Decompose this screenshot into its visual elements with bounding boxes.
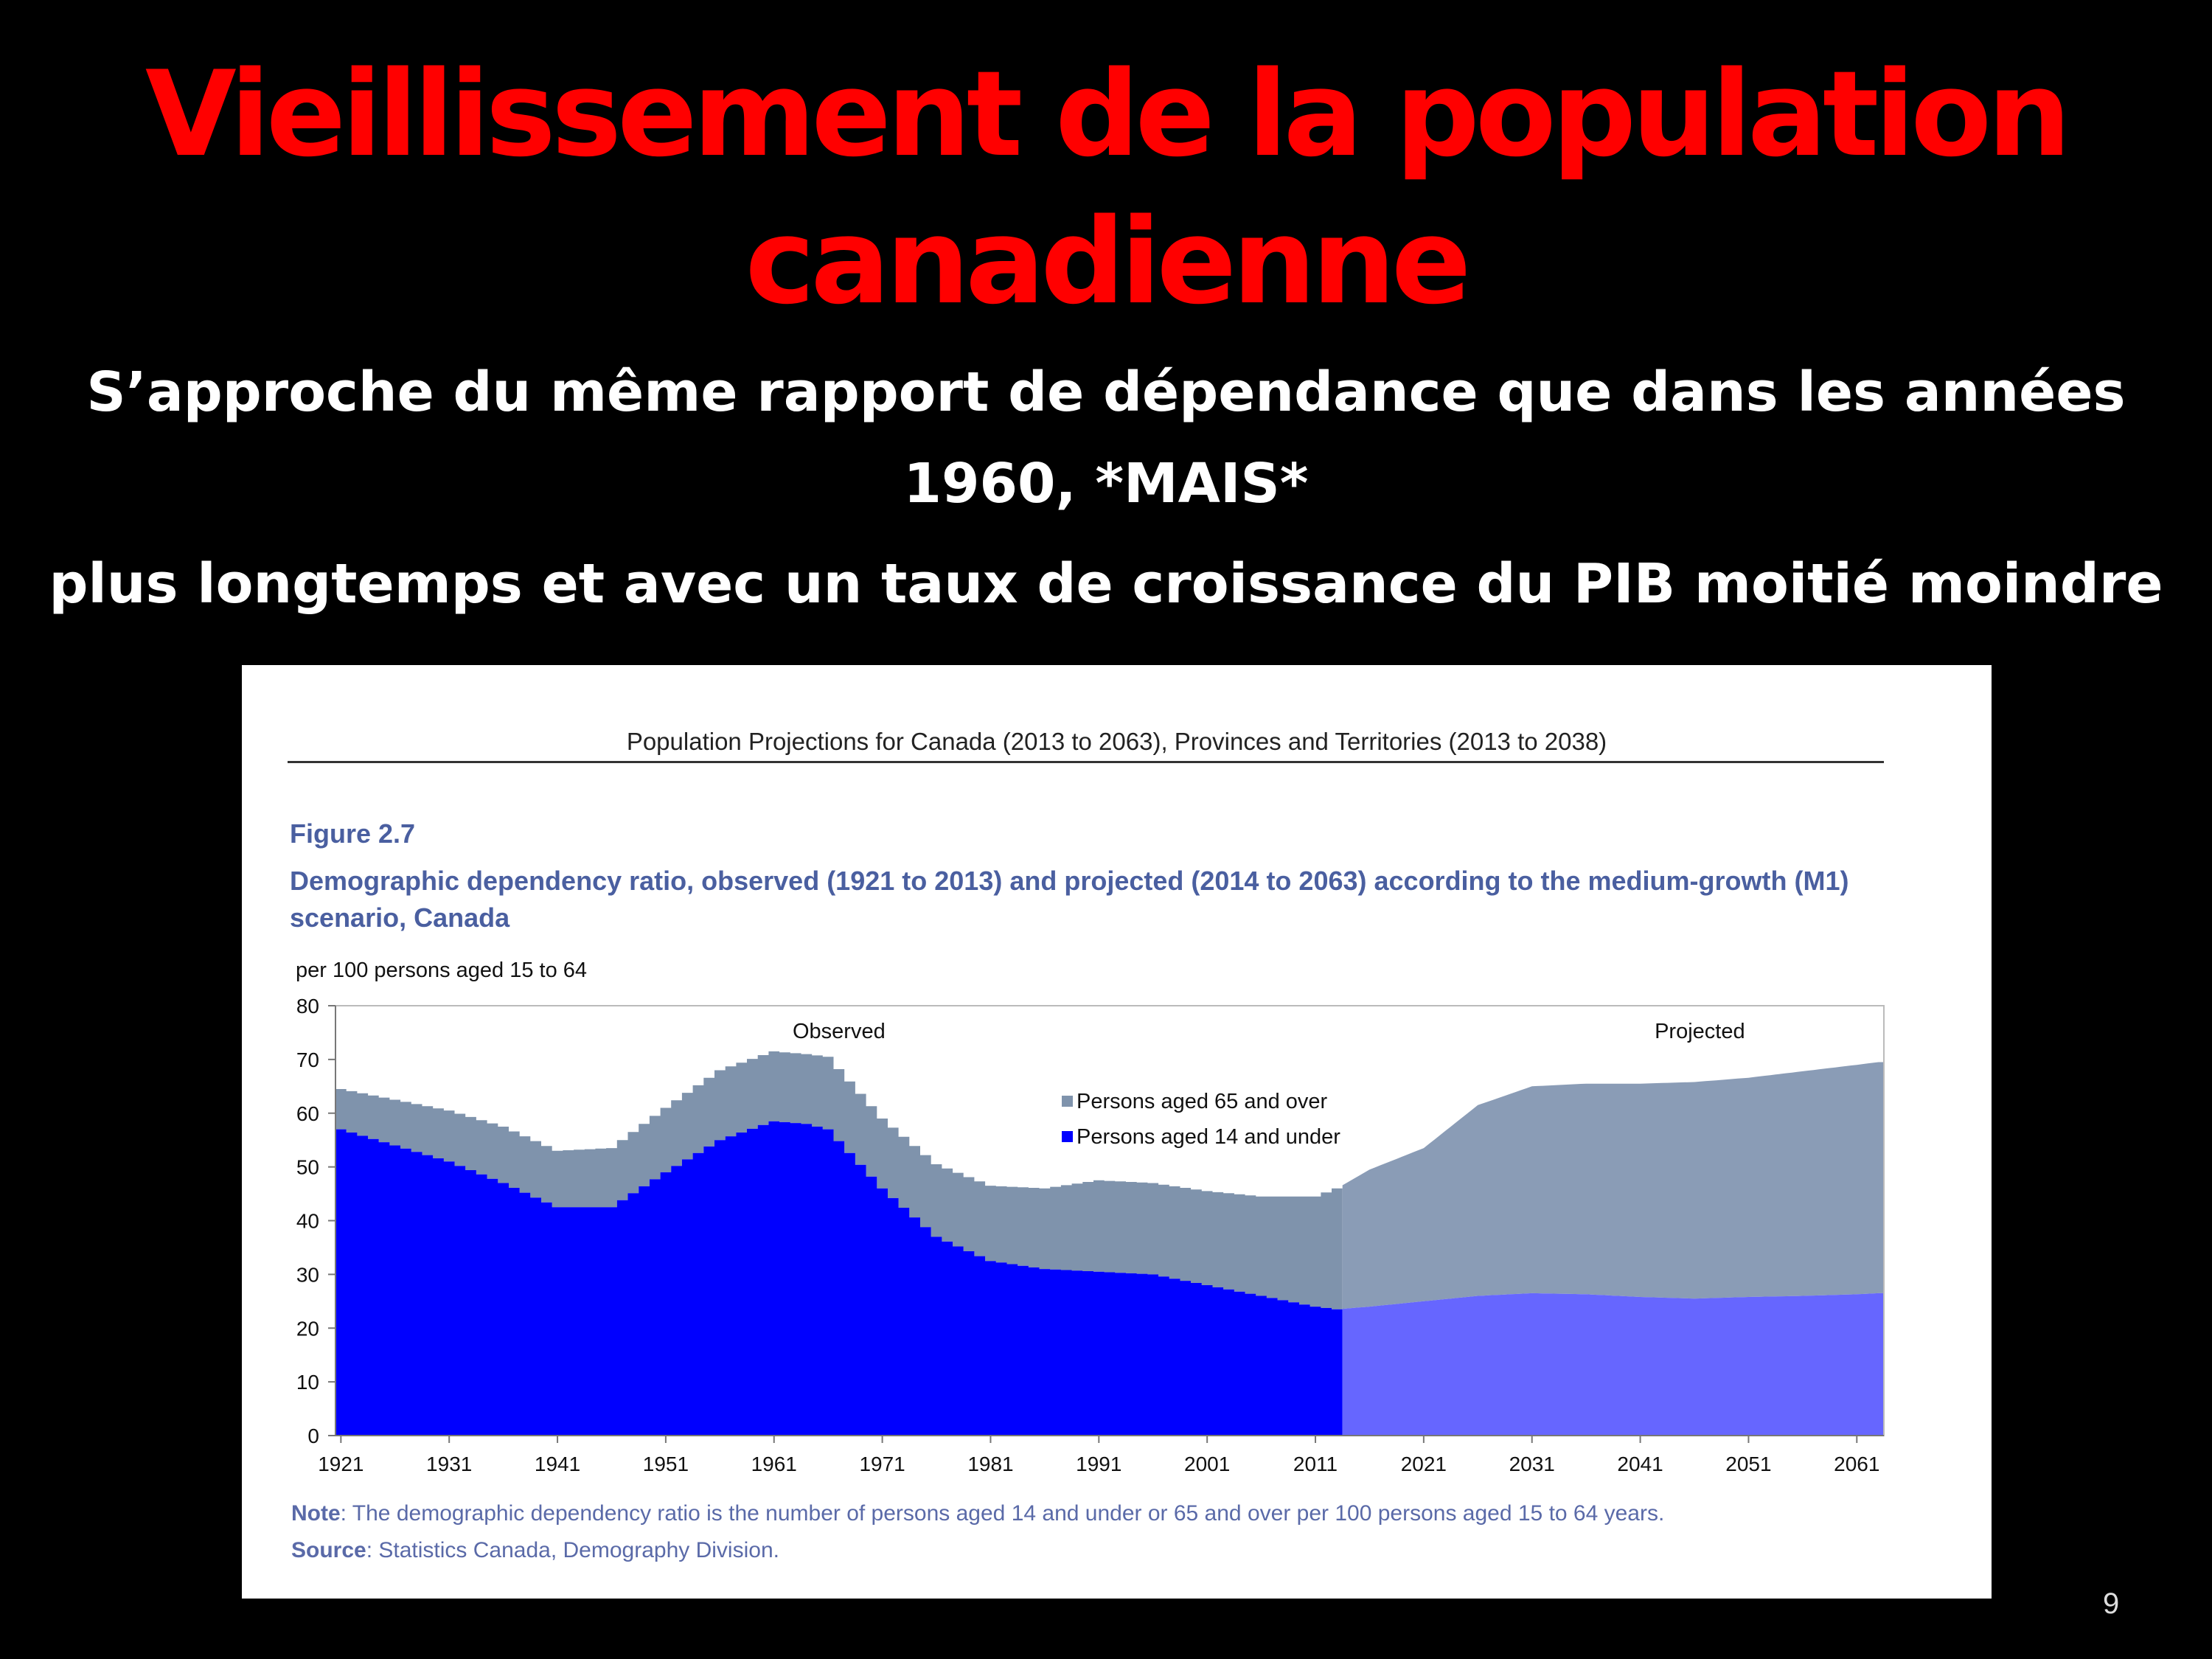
y-axis-unit: per 100 persons aged 15 to 64 <box>296 959 588 982</box>
observed-label: Observed <box>793 1020 886 1043</box>
chart-source: Source: Statistics Canada, Demography Di… <box>291 1538 779 1563</box>
x-tick-label: 1961 <box>751 1453 797 1475</box>
source-header: Population Projections for Canada (2013 … <box>626 728 1607 755</box>
area-14-and-under-projected <box>1342 1293 1884 1436</box>
note-label: Note <box>291 1501 341 1526</box>
legend-swatch <box>1062 1131 1073 1142</box>
header-divider <box>288 761 1884 763</box>
chart-note: Note: The demographic dependency ratio i… <box>291 1501 1664 1526</box>
x-tick-label: 2041 <box>1617 1453 1663 1475</box>
source-label: Source <box>291 1538 366 1562</box>
y-tick-label: 10 <box>296 1371 319 1394</box>
area-65-and-over-projected <box>1342 1062 1884 1310</box>
legend: Persons aged 65 and over Persons aged 14 … <box>1062 1090 1340 1149</box>
x-tick-label: 2011 <box>1293 1453 1338 1475</box>
dependency-ratio-chart: 0 10 20 30 40 50 60 70 80 1921 1931 1941 1951 1961 197… <box>296 995 1885 1475</box>
legend-label: Persons aged 14 and under <box>1077 1125 1340 1149</box>
y-tick-label: 40 <box>296 1210 319 1233</box>
x-tick-label: 1951 <box>643 1453 689 1475</box>
x-tick-label: 1931 <box>426 1453 472 1475</box>
y-tick-label: 60 <box>296 1102 319 1125</box>
x-tick-label: 2051 <box>1725 1453 1771 1475</box>
y-tick-label: 70 <box>296 1048 319 1071</box>
figure-title: Demographic dependency ratio, observed (… <box>290 866 1849 933</box>
x-tick-label: 1981 <box>967 1453 1013 1475</box>
y-tick-label: 50 <box>296 1156 319 1179</box>
figure-panel: Population Projections for Canada (2013 … <box>242 665 1992 1599</box>
slide-subtitle-1: S’approche du même rapport de dépendance… <box>86 361 2126 515</box>
legend-swatch <box>1062 1096 1073 1107</box>
page-number: 9 <box>2103 1587 2120 1620</box>
x-tick-label: 2061 <box>1834 1453 1879 1475</box>
note-text: : The demographic dependency ratio is th… <box>340 1501 1665 1526</box>
area-14-and-under-observed <box>335 1121 1343 1436</box>
x-tick-label: 2021 <box>1401 1453 1447 1475</box>
x-tick-label: 2001 <box>1184 1453 1230 1475</box>
y-tick-label: 20 <box>296 1317 319 1340</box>
x-tick-label: 2031 <box>1509 1453 1555 1475</box>
x-tick-label: 1941 <box>535 1453 580 1475</box>
figure-label: Figure 2.7 <box>290 818 416 849</box>
y-tick-label: 0 <box>307 1425 319 1447</box>
slide-title: Vieillissement de la population canadien… <box>145 45 2071 330</box>
legend-label: Persons aged 65 and over <box>1077 1090 1328 1113</box>
y-tick-label: 30 <box>296 1263 319 1286</box>
slide-subtitle-2: plus longtemps et avec un taux de croiss… <box>49 552 2163 616</box>
x-tick-label: 1971 <box>859 1453 905 1475</box>
projected-label: Projected <box>1655 1020 1745 1043</box>
y-tick-label: 80 <box>296 995 319 1018</box>
x-tick-label: 1921 <box>318 1453 364 1475</box>
x-tick-label: 1991 <box>1076 1453 1121 1475</box>
area-65-and-over-observed <box>335 1051 1343 1310</box>
source-text: : Statistics Canada, Demography Division… <box>366 1538 779 1562</box>
